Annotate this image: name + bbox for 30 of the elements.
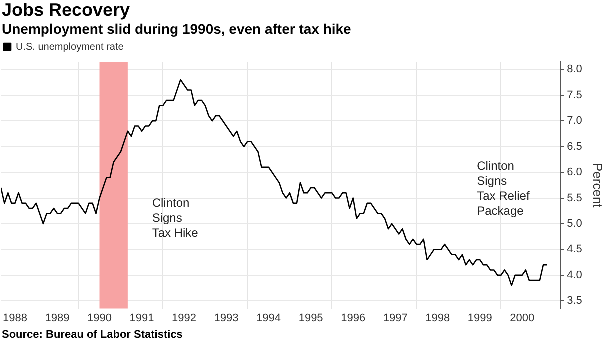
- x-tick-label: 1990: [88, 312, 112, 324]
- source-note: Source: Bureau of Labor Statistics: [2, 329, 183, 342]
- x-tick-label: 1989: [45, 312, 70, 324]
- y-tick-label: 6.0: [567, 166, 582, 179]
- y-tick-label: 7.5: [567, 89, 582, 102]
- x-tick-label: 1988: [2, 312, 28, 324]
- x-tick-label: 1992: [172, 312, 197, 324]
- x-tick-label: 1999: [468, 312, 492, 324]
- chart-title: Jobs Recovery: [2, 0, 130, 20]
- y-tick-label: 4.0: [567, 269, 582, 282]
- x-tick-label: 1994: [256, 312, 282, 324]
- legend-label: U.S. unemployment rate: [16, 42, 124, 53]
- y-tick-label: 5.0: [567, 218, 582, 230]
- x-tick-label: 2000: [510, 312, 535, 324]
- x-tick-label: 1997: [383, 312, 408, 324]
- y-tick-label: 7.0: [567, 115, 582, 128]
- y-axis-title: Percent: [590, 162, 606, 208]
- x-tick-label: 1995: [298, 312, 324, 324]
- annotation: Clinton Signs Tax Hike: [152, 196, 199, 240]
- x-tick-label: 1996: [341, 312, 366, 324]
- x-tick-label: 1998: [426, 312, 450, 324]
- y-tick-label: 6.5: [567, 140, 582, 153]
- y-tick-label: 3.5: [567, 295, 582, 308]
- chart-subtitle: Unemployment slid during 1990s, even after tax hike: [2, 21, 352, 37]
- x-tick-label: 1993: [214, 312, 239, 324]
- x-tick-label: 1991: [130, 312, 154, 324]
- y-tick-label: 8.0: [567, 64, 582, 76]
- y-tick-label: 5.5: [567, 192, 582, 204]
- y-tick-label: 4.5: [567, 244, 582, 256]
- annotation: Clinton Signs Tax Relief Package: [477, 159, 530, 218]
